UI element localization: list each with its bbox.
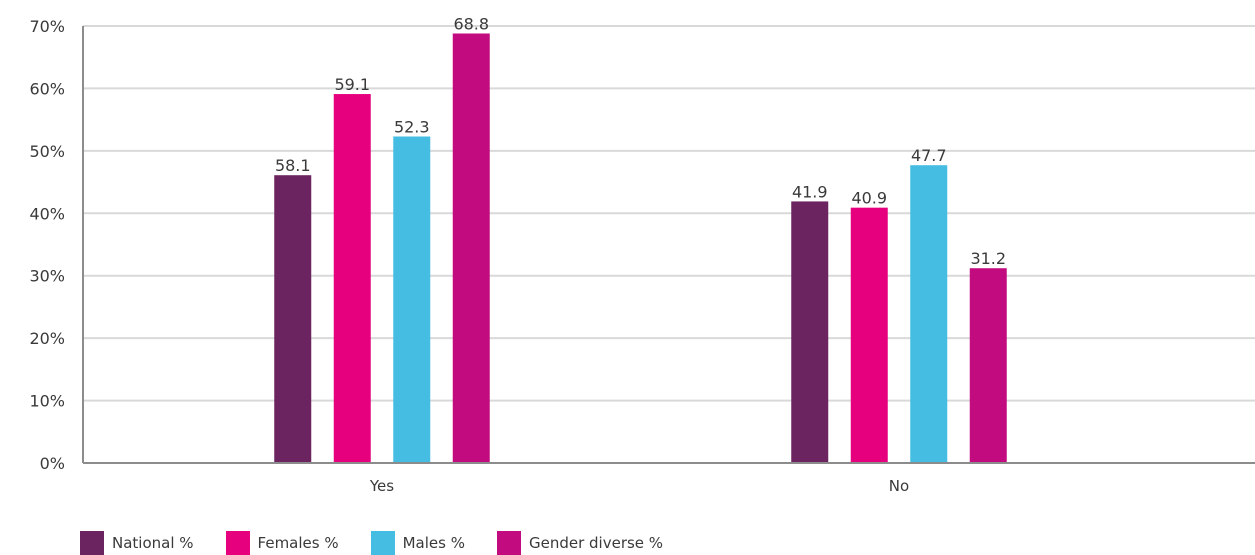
y-tick-label: 20% <box>29 329 65 348</box>
y-tick-label: 0% <box>40 454 65 473</box>
y-tick-label: 50% <box>29 142 65 161</box>
data-label: 41.9 <box>792 182 828 201</box>
legend-label-females: Females % <box>257 534 339 552</box>
legend-item-males: Males % <box>370 531 465 555</box>
gridlines <box>83 25 1255 402</box>
legend-swatch-national <box>80 531 104 555</box>
x-tick-label: Yes <box>369 477 394 495</box>
legend-item-national: National % <box>80 531 194 555</box>
y-tick-label: 70% <box>29 17 65 36</box>
x-tick-label: No <box>889 477 909 495</box>
legend-item-females: Females % <box>225 531 339 555</box>
bar <box>274 175 312 463</box>
bar-chart: 0% 10% 20% 30% 40% 50% 60% 70% 58.1 59.1 52.3 68.8… <box>29 14 1255 495</box>
bar <box>791 201 829 463</box>
legend-swatch-males <box>370 531 395 555</box>
legend-swatch-females <box>225 531 250 555</box>
legend-item-gender-diverse: Gender diverse % <box>496 531 664 555</box>
data-label: 59.1 <box>334 75 370 94</box>
y-tick-label: 40% <box>29 204 65 223</box>
bar <box>452 33 490 464</box>
bar <box>393 136 431 463</box>
legend-label-national: National % <box>112 534 194 552</box>
y-axis-ticks: 0% 10% 20% 30% 40% 50% 60% 70% <box>29 17 65 473</box>
data-label: 47.7 <box>911 146 947 165</box>
data-label: 52.3 <box>394 117 430 136</box>
bar <box>969 268 1007 463</box>
bars <box>274 33 1007 464</box>
bar <box>850 207 888 463</box>
data-label: 31.2 <box>970 249 1006 268</box>
y-tick-label: 60% <box>29 79 65 98</box>
data-label: 68.8 <box>453 14 489 33</box>
data-labels: 58.1 59.1 52.3 68.8 41.9 40.9 47.7 31.2 <box>275 14 1006 268</box>
bar <box>333 94 371 463</box>
legend-swatch-gender-diverse <box>496 531 521 555</box>
y-tick-label: 10% <box>29 392 65 411</box>
data-label: 58.1 <box>275 156 311 175</box>
legend-label-gender-diverse: Gender diverse % <box>528 534 664 552</box>
x-axis-ticks: Yes No <box>369 477 909 495</box>
bar <box>910 165 948 464</box>
legend: National % Females % Males % Gender dive… <box>80 531 695 555</box>
legend-label-males: Males % <box>402 534 465 552</box>
y-tick-label: 30% <box>29 267 65 286</box>
data-label: 40.9 <box>851 189 887 208</box>
